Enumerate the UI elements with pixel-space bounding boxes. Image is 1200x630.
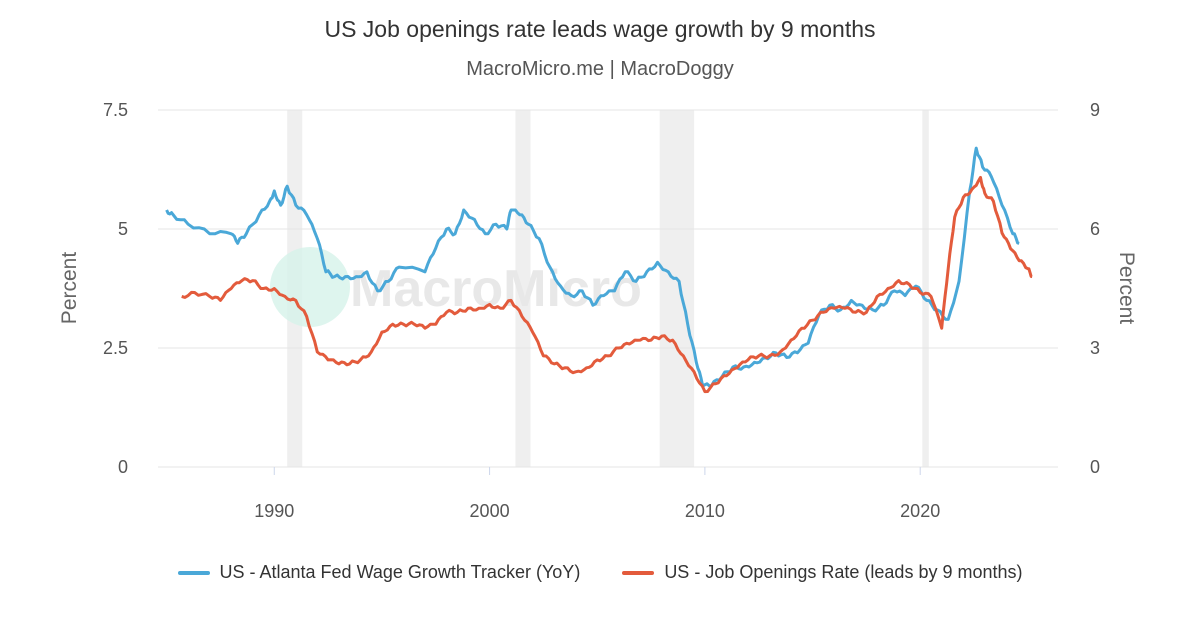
x-tick-label: 2000 bbox=[470, 501, 510, 521]
right-axis-label: Percent bbox=[1115, 252, 1138, 325]
recession-band-2 bbox=[659, 110, 695, 467]
series-line-0[interactable] bbox=[165, 146, 1020, 388]
right-tick-label: 3 bbox=[1090, 338, 1100, 358]
left-tick-label: 5 bbox=[118, 219, 128, 239]
gridlines bbox=[158, 109, 1058, 475]
series-lines bbox=[165, 146, 1033, 394]
legend-label-job-openings: US - Job Openings Rate (leads by 9 month… bbox=[664, 562, 1023, 582]
chart-subtitle: MacroMicro.me | MacroDoggy bbox=[466, 58, 734, 80]
legend: US - Atlanta Fed Wage Growth Tracker (Yo… bbox=[0, 562, 1200, 583]
right-tick-label: 6 bbox=[1090, 219, 1100, 239]
recession-bands bbox=[287, 110, 929, 467]
left-axis-label: Percent bbox=[58, 252, 81, 325]
legend-swatch-job-openings bbox=[622, 570, 655, 575]
watermark-logo-icon bbox=[270, 247, 350, 327]
right-tick-label: 9 bbox=[1090, 100, 1100, 120]
recession-band-1 bbox=[515, 110, 531, 467]
tick-labels: 0 2.5 5 7.5 0 3 6 9 1990 2000 2010 2020 bbox=[103, 100, 1100, 521]
watermark: MacroMicro bbox=[270, 247, 642, 327]
x-tick-label: 2020 bbox=[900, 501, 940, 521]
watermark-text: MacroMicro bbox=[350, 260, 642, 318]
legend-swatch-wage-growth bbox=[177, 570, 210, 575]
chart-title: US Job openings rate leads wage growth b… bbox=[324, 16, 876, 42]
left-tick-label: 0 bbox=[118, 457, 128, 477]
recession-band-3 bbox=[922, 110, 929, 467]
x-tick-label: 1990 bbox=[254, 501, 294, 521]
left-tick-label: 7.5 bbox=[103, 100, 128, 120]
x-tick-label: 2010 bbox=[685, 501, 725, 521]
legend-label-wage-growth: US - Atlanta Fed Wage Growth Tracker (Yo… bbox=[219, 562, 581, 582]
series-line-1[interactable] bbox=[181, 175, 1033, 394]
legend-item-job-openings[interactable]: US - Job Openings Rate (leads by 9 month… bbox=[622, 562, 1022, 583]
right-tick-label: 0 bbox=[1090, 457, 1100, 477]
legend-item-wage-growth[interactable]: US - Atlanta Fed Wage Growth Tracker (Yo… bbox=[177, 562, 581, 583]
left-tick-label: 2.5 bbox=[103, 338, 128, 358]
